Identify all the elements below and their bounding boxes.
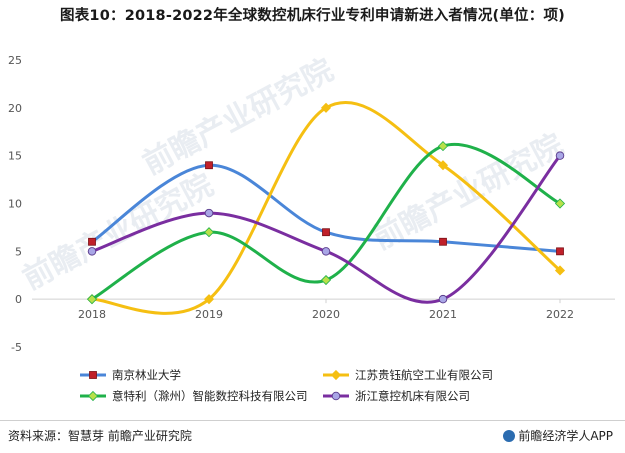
data-point [439,237,447,246]
series-4 [87,151,565,304]
series-line [90,142,562,301]
data-point [554,265,566,276]
legend-label: 意特利（滁州）智能数控科技有限公司 [112,389,308,403]
footer: 资料来源：智慧芽 前瞻产业研究院 前瞻经济学人APP [0,420,625,453]
legend-label: 南京林业大学 [112,368,181,382]
legend-marker [87,390,99,402]
data-point [322,228,330,237]
y-tick-label: 5 [15,245,22,258]
watermark-text: 前瞻产业研究院 [137,53,339,182]
data-point [203,227,215,238]
legend-label: 浙江意控机床有限公司 [355,389,470,403]
brand-logo-icon [503,430,516,442]
data-point [555,151,565,160]
legend-item: 浙江意控机床有限公司 [323,389,470,403]
data-point [203,294,215,305]
data-point [437,141,449,152]
watermark-text: 前瞻产业研究院 [17,168,219,297]
x-tick-label: 2022 [546,308,574,321]
brand-text: 前瞻经济学人APP [518,429,613,443]
series-line [90,163,562,253]
data-point [556,247,564,256]
legend-item: 意特利（滁州）智能数控科技有限公司 [80,389,308,403]
data-point [437,160,449,171]
data-point [88,237,96,246]
y-tick-label: 15 [8,150,22,163]
y-tick-label: 20 [8,102,22,115]
series-line [90,154,562,304]
y-tick-label: 10 [8,198,22,211]
x-tick-label: 2021 [429,308,457,321]
data-point [320,274,332,286]
legend-marker [331,391,341,401]
legend-marker [330,369,342,381]
data-point [204,208,214,218]
legend-marker [89,371,97,379]
x-tick-label: 2018 [78,308,106,321]
data-point [438,294,448,304]
data-point [554,198,566,209]
series-layer [86,100,566,315]
data-point [86,294,98,305]
series-3 [86,141,566,305]
y-tick-label: 25 [8,54,22,67]
source-note: 资料来源：智慧芽 前瞻产业研究院 [8,429,192,443]
chart-title: 图表10：2018-2022年全球数控机床行业专利申请新进入者情况(单位：项) [60,8,565,24]
x-tick-label: 2019 [195,308,223,321]
legend-label: 江苏贵钰航空工业有限公司 [355,368,493,382]
legend-item: 南京林业大学 [80,368,181,382]
legend-item: 江苏贵钰航空工业有限公司 [323,368,493,382]
y-tick-label: -5 [11,341,22,354]
brand-label: 前瞻经济学人APP [503,427,613,444]
data-point [321,247,331,256]
data-point [87,247,97,256]
series-1 [88,161,564,256]
data-point [205,161,213,170]
axis-layer: 25 20 15 10 5 0 -5 2018 2019 2020 2021 2022 [8,54,615,354]
x-tick-label: 2020 [312,308,340,321]
y-tick-label: 0 [15,293,22,306]
data-point [320,102,332,113]
